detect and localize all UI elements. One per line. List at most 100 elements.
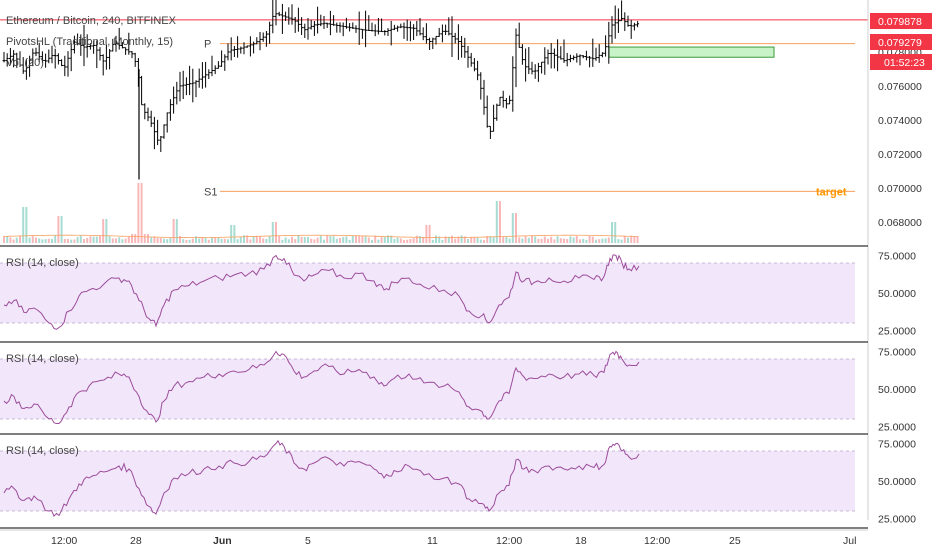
volume-bar [470, 237, 473, 243]
volume-bar [319, 235, 322, 243]
volume-bar [479, 239, 482, 243]
volume-bar [230, 225, 233, 243]
volume-bar [147, 234, 149, 243]
volume-bar [313, 239, 316, 243]
price-tick: 0.072000 [878, 149, 922, 161]
volume-bar [89, 236, 92, 243]
rsi-panes[interactable]: RSI (14, close) 75.0000 50.0000 25.0000 RSI … [0, 251, 916, 526]
volume-bar [143, 234, 146, 243]
target-box[interactable] [608, 46, 775, 58]
volume-bar [364, 236, 367, 243]
rsi-tick: 75.0000 [878, 347, 916, 359]
volume-bar [105, 219, 108, 243]
rsi-tick: 50.0000 [878, 288, 916, 300]
volume-bar [275, 222, 277, 243]
time-tick: 5 [305, 535, 311, 547]
volume-bar [287, 239, 290, 243]
volume-bar [531, 235, 533, 243]
volume-bar [172, 219, 175, 243]
price-pane[interactable]: P S1 target [0, 0, 868, 243]
volume-bar [12, 239, 15, 243]
pivots-indicator-title[interactable]: PivotsHL (Traditional, Monthly, 15) [6, 36, 173, 48]
volume-bar [374, 235, 377, 243]
volume-bar [220, 238, 223, 243]
volume-bar [3, 235, 5, 243]
volume-bar [438, 236, 441, 243]
rsi-band [0, 359, 855, 419]
rsi-title[interactable]: RSI (14, close) [6, 353, 79, 365]
volume-bar [140, 183, 143, 243]
rsi-tick: 25.0000 [878, 422, 916, 434]
rsi-line [3, 350, 640, 425]
rsi-title[interactable]: RSI (14, close) [6, 257, 79, 269]
volume-bar [102, 219, 105, 243]
ohlc-bars [2, 0, 640, 180]
volume-bar [326, 235, 329, 243]
volume-bar [591, 236, 594, 243]
volume-bar [630, 235, 633, 243]
volume-bar [204, 237, 207, 243]
rsi-tick: 25.0000 [878, 514, 916, 526]
volume-bar [575, 236, 578, 243]
volume-bar [454, 238, 457, 243]
time-tick: 18 [575, 535, 587, 547]
volume-bar [636, 236, 639, 243]
volume-bar [620, 239, 623, 243]
volume-bar [505, 236, 508, 243]
volume-bar [569, 236, 572, 243]
volume-bar [137, 183, 140, 243]
volume-bar [543, 236, 546, 243]
volume-bar [259, 236, 261, 243]
time-tick: 11 [427, 535, 438, 547]
volume-bar [169, 238, 172, 243]
volume-bar [195, 236, 197, 243]
symbol-title[interactable]: Ethereum / Bitcoin, 240, BITFINEX [6, 15, 177, 27]
volume-bar [115, 238, 117, 243]
volume-bar [217, 237, 220, 243]
volume-bar [502, 236, 505, 243]
volume-bar [460, 235, 463, 243]
volume-bar [166, 239, 169, 243]
volume-bar [150, 237, 153, 243]
volume-bar [393, 238, 396, 243]
volume-bar [236, 239, 239, 243]
chart-legend: Ethereum / Bitcoin, 240, BITFINEX Pivots… [6, 15, 177, 69]
volume-bar [153, 236, 156, 243]
volume-bar [95, 236, 98, 243]
volume-bar [617, 239, 620, 243]
volume-bar [361, 235, 364, 243]
volume-bar [179, 236, 181, 243]
countdown-tag [870, 54, 932, 70]
volume-indicator-title[interactable]: Vol (20) [6, 57, 44, 69]
volume-bar [431, 239, 434, 243]
rsi-title[interactable]: RSI (14, close) [6, 445, 79, 457]
volume-bar [415, 235, 418, 243]
volume-bar [627, 237, 629, 243]
volume-bar [451, 235, 453, 243]
volume-bar [585, 239, 588, 243]
volume-bar [118, 237, 121, 243]
price-tick: 0.068000 [878, 217, 922, 229]
volume-bar [367, 237, 370, 243]
time-axis[interactable]: 12:00 28 Jun 5 11 12:00 18 12:00 25 Jul [0, 529, 868, 547]
volume-bar [28, 237, 31, 243]
volume-bar [444, 236, 447, 243]
volume-bar [22, 207, 25, 243]
volume-bar [435, 235, 437, 243]
volume-bar [492, 236, 495, 243]
volume-bar [476, 237, 479, 243]
volume-bar [537, 238, 540, 243]
rsi-tick: 75.0000 [878, 251, 916, 263]
volume-bar [265, 238, 268, 243]
volume-bar [185, 239, 188, 243]
volume-bar [486, 236, 489, 243]
volume-bar [310, 238, 313, 243]
volume-bar [607, 237, 610, 243]
volume-bar [553, 239, 556, 243]
volume-bar [307, 237, 309, 243]
volume-bar [390, 235, 393, 243]
volume-bar [159, 237, 162, 243]
volume-bar [383, 236, 386, 243]
price-axis[interactable]: 0.078000 0.076000 0.074000 0.072000 0.07… [867, 0, 932, 520]
volume-bar [371, 239, 373, 243]
